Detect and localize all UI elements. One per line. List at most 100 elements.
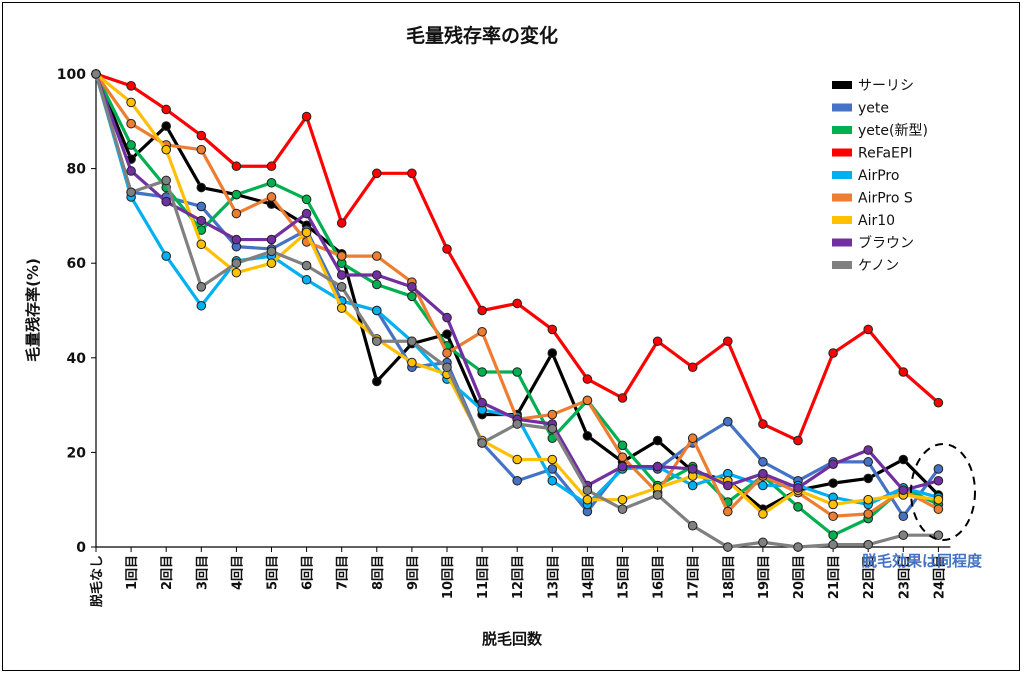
- x-tick-label: 24回目: [932, 555, 947, 599]
- y-tick-label: 20: [67, 445, 87, 461]
- legend-swatch: [832, 81, 852, 89]
- data-point: [933, 530, 944, 540]
- data-point: [161, 251, 171, 261]
- data-point: [512, 367, 523, 377]
- data-point: [196, 144, 207, 155]
- data-point: [723, 336, 733, 347]
- data-point: [933, 494, 944, 505]
- data-point: [301, 227, 312, 238]
- data-point: [758, 468, 768, 479]
- x-tick-label: 17回目: [687, 555, 702, 599]
- data-point: [372, 376, 382, 387]
- data-point: [863, 509, 874, 519]
- data-point: [582, 485, 593, 496]
- data-point: [547, 475, 558, 486]
- data-point: [547, 464, 558, 474]
- series-9: [91, 69, 944, 552]
- data-point: [828, 499, 838, 510]
- data-point: [126, 97, 136, 108]
- x-tick-label: 16回目: [652, 555, 667, 599]
- data-point: [372, 279, 382, 290]
- x-tick-label: 23回目: [897, 555, 912, 599]
- series-layer: [91, 69, 944, 552]
- data-point: [687, 464, 698, 474]
- legend-swatch: [832, 216, 852, 224]
- data-point: [933, 397, 944, 408]
- data-point: [723, 480, 733, 491]
- axes: 0 20 40 60 80 100 脱毛なし 1回目 2回目 3回目 4回目 5回目 6回目 7回目 8回目…: [57, 67, 951, 607]
- data-point: [863, 324, 874, 335]
- data-point: [161, 144, 171, 155]
- data-point: [407, 291, 417, 302]
- data-point: [652, 435, 663, 446]
- data-point: [161, 196, 171, 207]
- data-point: [582, 431, 593, 441]
- data-point: [126, 81, 136, 91]
- data-point: [723, 506, 733, 517]
- x-tick-label: 脱毛なし: [89, 555, 105, 607]
- data-point: [793, 483, 803, 493]
- data-point: [547, 324, 558, 335]
- data-point: [126, 118, 136, 129]
- legend-swatch: [832, 238, 852, 247]
- data-point: [266, 161, 277, 172]
- data-point: [196, 130, 207, 141]
- data-point: [336, 270, 347, 280]
- data-point: [617, 494, 628, 505]
- annotation-text: 脱毛効果は同程度: [862, 552, 983, 570]
- data-point: [266, 234, 277, 245]
- data-point: [863, 473, 874, 484]
- data-point: [301, 111, 312, 122]
- data-point: [687, 433, 698, 444]
- legend: サーリシ yete yete(新型) ReFaEPI AirPro AirPro S Air…: [832, 78, 928, 274]
- data-point: [758, 509, 768, 519]
- data-point: [512, 298, 523, 309]
- data-point: [231, 189, 242, 200]
- x-tick-label: 11回目: [476, 555, 491, 599]
- legend-swatch: [832, 103, 852, 112]
- legend-label: サーリシ: [858, 78, 914, 94]
- data-point: [547, 454, 558, 465]
- x-tick-label: 4回目: [230, 555, 245, 590]
- series-7: [91, 69, 944, 519]
- data-point: [126, 166, 136, 176]
- data-point: [582, 494, 593, 505]
- data-point: [442, 348, 452, 358]
- data-point: [793, 542, 803, 552]
- data-point: [126, 187, 136, 198]
- data-point: [372, 305, 382, 316]
- data-point: [582, 395, 593, 406]
- data-point: [793, 501, 803, 512]
- data-point: [196, 239, 207, 250]
- x-tick-label: 9回目: [406, 555, 421, 590]
- data-point: [407, 336, 417, 347]
- data-point: [898, 454, 909, 465]
- x-tick-label: 22回目: [862, 555, 877, 599]
- legend-label: yete: [858, 101, 889, 117]
- x-tick-label: 14回目: [581, 555, 596, 599]
- data-point: [828, 478, 838, 488]
- y-tick-label: 0: [76, 540, 86, 556]
- legend-swatch: [832, 261, 852, 269]
- data-point: [512, 475, 523, 486]
- data-point: [442, 312, 452, 323]
- data-point: [652, 461, 663, 472]
- series-line: [94, 72, 941, 518]
- data-point: [793, 435, 803, 446]
- data-point: [758, 480, 768, 491]
- x-tick-label: 2回目: [160, 555, 175, 590]
- data-point: [687, 362, 698, 373]
- data-point: [372, 251, 382, 261]
- data-point: [898, 530, 909, 540]
- data-point: [687, 480, 698, 491]
- data-point: [863, 445, 874, 455]
- data-point: [723, 542, 733, 552]
- data-point: [477, 438, 487, 448]
- data-point: [231, 234, 242, 245]
- series-2: [91, 69, 944, 522]
- x-tick-label: 21回目: [827, 555, 842, 599]
- data-point: [336, 282, 347, 292]
- y-tick-label: 100: [57, 67, 86, 83]
- data-point: [547, 348, 558, 358]
- data-point: [266, 192, 277, 202]
